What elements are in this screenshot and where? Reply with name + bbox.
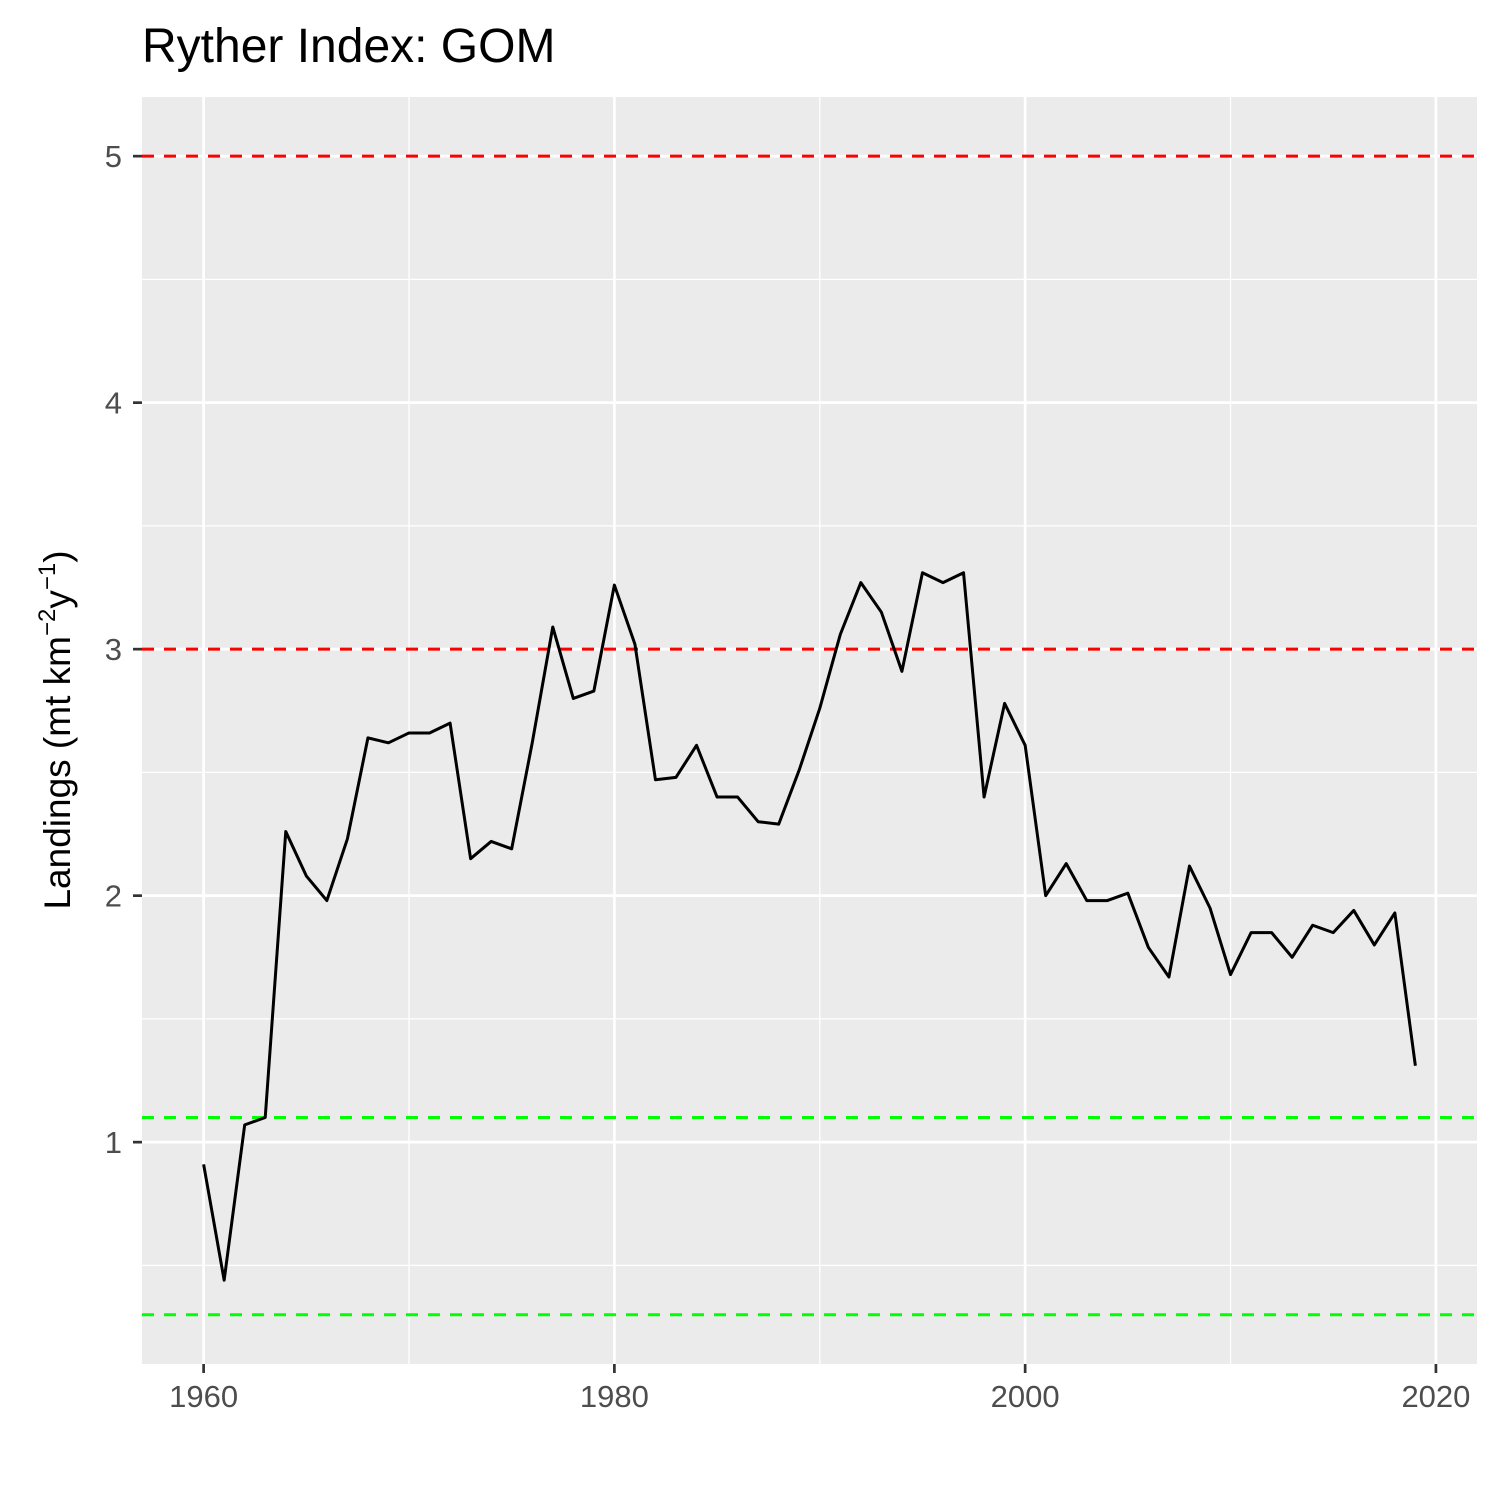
x-tick-label: 1960 [169, 1379, 238, 1414]
grid-minor [142, 97, 1477, 1364]
y-axis-title-sup-2: −1 [34, 563, 61, 590]
y-axis-title-sup-1: −2 [34, 609, 61, 636]
y-axis-title-middle: y [37, 590, 78, 609]
x-tick-label: 2000 [991, 1379, 1060, 1414]
x-tick-label: 1980 [580, 1379, 649, 1414]
y-tick-label: 1 [105, 1125, 122, 1160]
y-tick-label: 4 [105, 386, 122, 421]
x-axis: 1960 1980 2000 2020 [169, 1364, 1470, 1414]
reference-lines [142, 154, 1477, 1317]
y-tick-label: 2 [105, 879, 122, 914]
y-tick-label: 5 [105, 139, 122, 174]
y-axis-title-suffix: ) [37, 550, 78, 562]
plot-panel [142, 97, 1477, 1364]
y-axis-title: Landings (mt km−2y−1) [34, 550, 78, 909]
y-axis: 1 2 3 4 5 [105, 139, 142, 1160]
y-tick-label: 3 [105, 632, 122, 667]
chart-title: Ryther Index: GOM [142, 20, 555, 73]
y-axis-title-prefix: Landings (mt km [37, 636, 78, 910]
x-tick-label: 2020 [1401, 1379, 1470, 1414]
series-line [202, 571, 1417, 1282]
